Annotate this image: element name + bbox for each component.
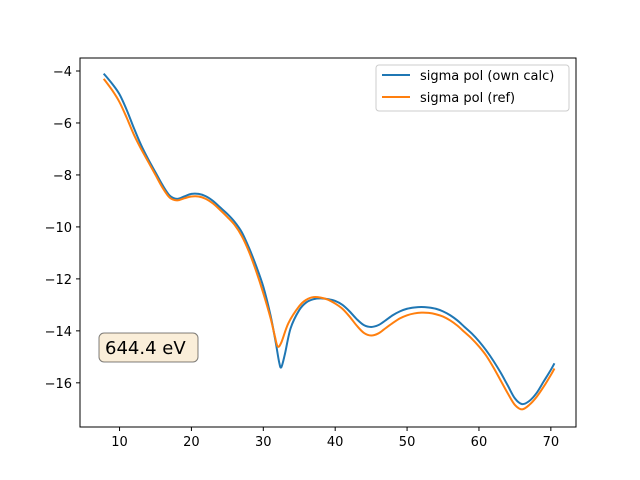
y-tick-label: −10 xyxy=(45,221,72,236)
axes-frame xyxy=(79,57,577,428)
series-lines xyxy=(102,72,556,411)
y-tick-label: −16 xyxy=(45,377,72,392)
x-tick-label: 30 xyxy=(255,435,272,450)
x-tick-label: 40 xyxy=(327,435,344,450)
x-tick-label: 70 xyxy=(543,435,560,450)
legend-label-own-calc: sigma pol (own calc) xyxy=(420,69,554,84)
series-line-ref xyxy=(102,78,556,411)
legend-label-ref: sigma pol (ref) xyxy=(420,91,515,106)
x-tick-label: 10 xyxy=(111,435,128,450)
energy-annotation: 644.4 eV xyxy=(98,332,199,363)
y-tick-label: −12 xyxy=(45,273,72,288)
annotation-text: 644.4 eV xyxy=(105,338,186,359)
y-axis: −16 −14 −12 −10 −8 −6 −4 xyxy=(45,65,80,392)
legend-box xyxy=(375,64,570,112)
y-tick-label: −8 xyxy=(53,169,72,184)
annotation-box xyxy=(98,332,199,363)
legend: sigma pol (own calc) sigma pol (ref) xyxy=(375,64,570,112)
x-tick-label: 20 xyxy=(183,435,200,450)
x-tick-label: 60 xyxy=(471,435,488,450)
y-tick-label: −14 xyxy=(45,325,72,340)
x-axis: 10 20 30 40 50 60 70 xyxy=(111,427,559,450)
y-tick-label: −6 xyxy=(53,117,72,132)
x-tick-label: 50 xyxy=(399,435,416,450)
y-tick-label: −4 xyxy=(53,65,72,80)
